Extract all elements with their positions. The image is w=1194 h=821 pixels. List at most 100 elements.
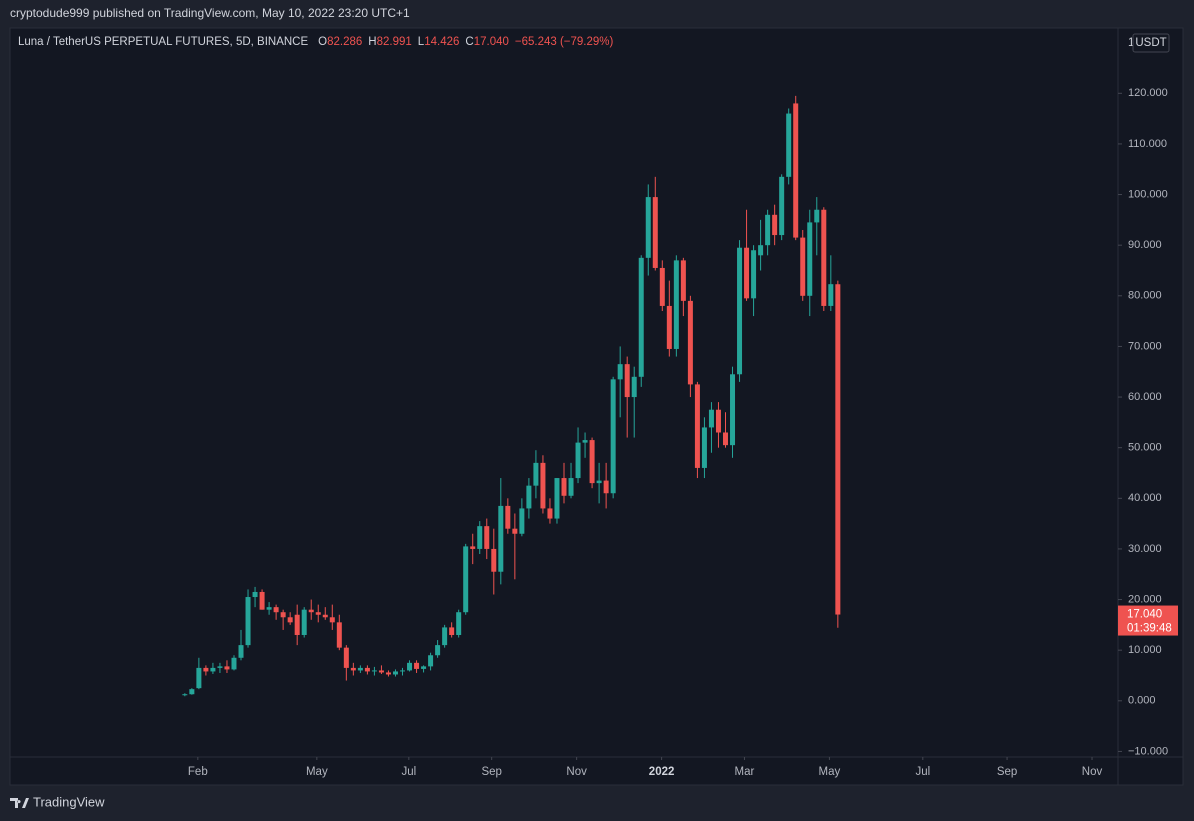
y-tick-label: 30.000 — [1128, 543, 1162, 555]
candle-body — [659, 267, 665, 306]
candle-body — [708, 409, 714, 428]
candle-body — [414, 662, 420, 669]
candle-body — [666, 305, 672, 349]
y-tick-label: 60.000 — [1128, 391, 1162, 403]
ohlc-value: 14.426 — [424, 36, 459, 48]
axis-unit: USDT — [1135, 37, 1166, 49]
candle-body — [751, 250, 757, 299]
x-tick-label: May — [819, 766, 841, 778]
y-tick-label: 90.000 — [1128, 239, 1162, 251]
candle-body — [266, 607, 272, 610]
y-tick-label: 0.000 — [1128, 695, 1156, 707]
y-tick-label: −10.000 — [1128, 745, 1168, 757]
candle-body — [645, 197, 651, 258]
ohlc-value: 82.991 — [377, 36, 412, 48]
price-tag-countdown: 01:39:48 — [1127, 623, 1172, 635]
candle-body — [519, 508, 525, 534]
ohlc-value: 82.286 — [327, 36, 362, 48]
ohlc-key: C — [465, 36, 473, 48]
candle-body — [505, 505, 511, 529]
candle-body — [287, 617, 293, 623]
y-tick-label: 20.000 — [1128, 593, 1162, 605]
candle-body — [800, 237, 806, 296]
candle-body — [449, 627, 455, 635]
candle-body — [744, 247, 750, 299]
candle-body — [603, 480, 609, 494]
candle-body — [484, 526, 490, 549]
candle-body — [575, 442, 581, 479]
unit-box — [1132, 33, 1170, 53]
candle-body — [217, 666, 223, 668]
candle-body — [673, 260, 679, 349]
x-tick-label: May — [306, 766, 328, 778]
candle-body — [196, 667, 202, 689]
candle-body — [245, 597, 251, 646]
candle-body — [385, 672, 391, 675]
candle-body — [357, 667, 363, 671]
candle-body — [231, 657, 237, 670]
candle-body — [533, 462, 539, 486]
candle-body — [308, 609, 314, 613]
candle-body — [315, 612, 321, 615]
candle-body — [624, 364, 630, 398]
candle-body — [322, 614, 328, 618]
candle-body — [364, 667, 370, 672]
candle-body — [589, 440, 595, 484]
price-tag — [1118, 605, 1178, 636]
candle-body — [835, 284, 841, 615]
x-tick-label: Mar — [735, 766, 755, 778]
candle-body — [238, 645, 244, 658]
candle-body — [378, 670, 384, 673]
candle-body — [498, 505, 504, 572]
candle-body — [779, 176, 785, 236]
candle-body — [631, 376, 637, 398]
candle-body — [252, 591, 258, 598]
x-tick-label: Sep — [481, 766, 501, 778]
candle-body — [259, 591, 265, 610]
price-tag-value: 17.040 — [1127, 609, 1162, 621]
y-tick-label: 100.000 — [1128, 188, 1168, 200]
y-tick-label: 80.000 — [1128, 290, 1162, 302]
candle-body — [793, 103, 799, 238]
candle-body — [547, 508, 553, 519]
candle-body — [392, 671, 398, 675]
candle-body — [828, 284, 834, 306]
candle-body — [189, 689, 195, 695]
x-tick-label: Jul — [401, 766, 416, 778]
candle-body — [652, 197, 658, 268]
ohlc-value: 17.040 — [474, 36, 509, 48]
ohlc-key: H — [368, 36, 376, 48]
y-tick-label: 70.000 — [1128, 340, 1162, 352]
candle-body — [610, 379, 616, 494]
candle-body — [730, 374, 736, 446]
candle-body — [343, 647, 349, 668]
change: −65.243 (−79.29%) — [515, 36, 614, 48]
candle-body — [421, 666, 427, 669]
candle-body — [336, 622, 342, 648]
candle-body — [477, 526, 483, 549]
candle-body — [182, 694, 188, 696]
candle-body — [526, 485, 532, 509]
candle-body — [456, 612, 462, 635]
candle-body — [428, 655, 434, 667]
y-tick-label: 10.000 — [1128, 644, 1162, 656]
candle-body — [715, 409, 721, 433]
candle-body — [203, 667, 209, 672]
candle-body — [463, 546, 469, 613]
candle-body — [512, 528, 518, 534]
candle-body — [694, 384, 700, 468]
candle-body — [617, 364, 623, 380]
x-tick-label: Sep — [997, 766, 1017, 778]
candle-body — [400, 670, 406, 672]
candle-body — [371, 670, 377, 672]
candle-body — [582, 440, 588, 443]
candle-body — [329, 617, 335, 623]
candle-body — [294, 614, 300, 635]
candle-body — [596, 480, 602, 484]
candle-body — [772, 214, 778, 236]
candle-body — [758, 245, 764, 256]
chart-title: Luna / TetherUS PERPETUAL FUTURES, 5D, B… — [18, 36, 308, 48]
x-tick-label: Nov — [1082, 766, 1103, 778]
y-tick-label: 40.000 — [1128, 492, 1162, 504]
